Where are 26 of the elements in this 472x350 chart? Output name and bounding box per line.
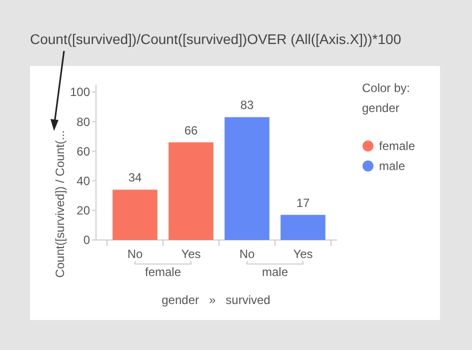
x-tick-label: No [127,247,143,261]
bar [112,190,158,240]
text: male [262,265,288,279]
bar [280,214,326,240]
legend-label: female [379,139,416,154]
legend-title: Color by: gender [362,81,410,115]
text: Count([survived])/Count([survived])OVER (All([Axis.X]))*100 [30,31,402,47]
bar [224,117,270,240]
bar [168,142,214,240]
data-label: 17 [296,196,310,210]
data-label: 83 [240,98,254,112]
x-tick-label: Yes [293,247,313,261]
y-tick-label: 40 [76,174,90,188]
y-tick-label: 60 [76,144,90,158]
x-axis-title: gender » survived [162,293,270,307]
y-tick-label: 80 [76,114,90,129]
y-axis-title: Count([survived]) / Count(... [53,130,67,278]
y-tick-label: 100 [70,85,90,100]
x-tick-label: Yes [181,247,201,261]
y-tick-label: 20 [76,204,90,218]
legend-label: male [379,159,406,174]
x-tick-label: No [239,247,255,261]
data-label: 66 [184,123,198,138]
text: female [144,265,182,279]
data-label: 34 [128,170,142,185]
y-tick-label: 0 [83,233,90,248]
